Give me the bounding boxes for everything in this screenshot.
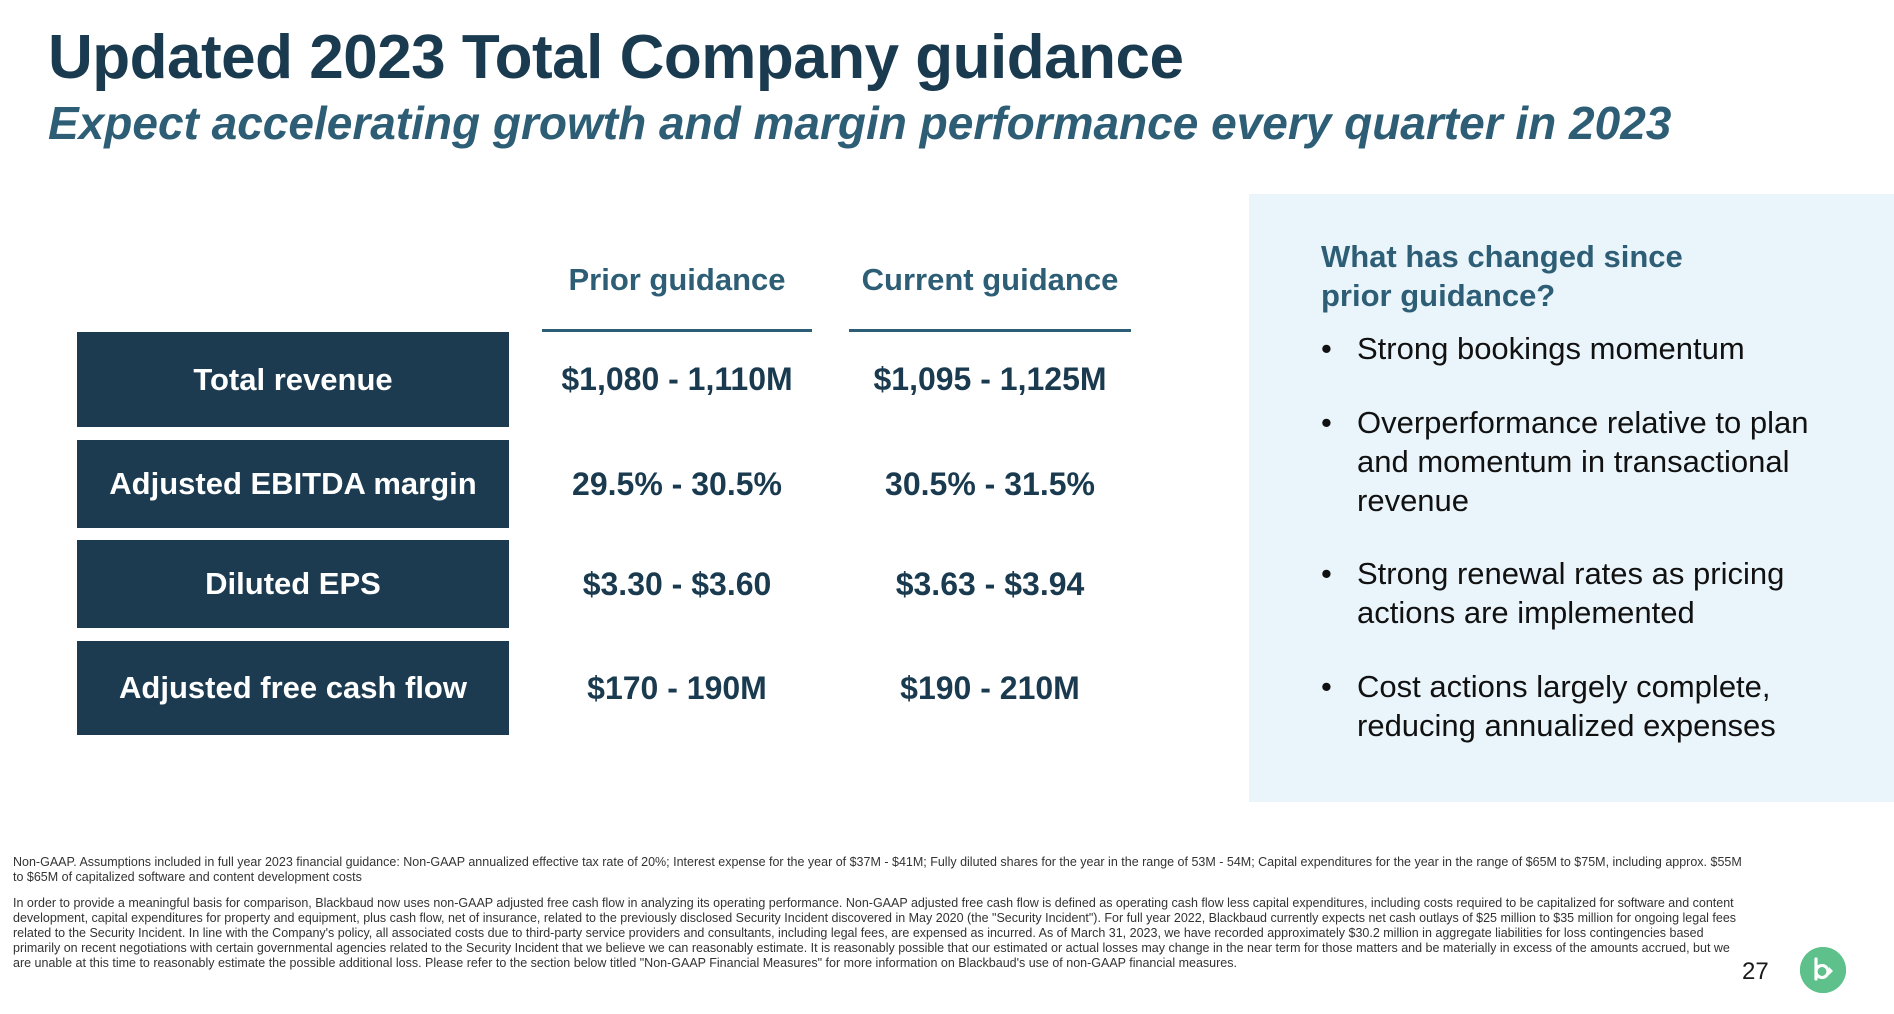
changes-panel: What has changed since prior guidance? •… — [1249, 194, 1894, 802]
cell-current-total-revenue: $1,095 - 1,125M — [873, 361, 1107, 397]
cell-prior-total-revenue: $1,080 - 1,110M — [561, 361, 793, 397]
page-title: Updated 2023 Total Company guidance — [48, 23, 1184, 92]
row-label-total-revenue: Total revenue — [77, 332, 509, 427]
column-header-current: Current guidance — [849, 262, 1131, 332]
bullet-icon: • — [1321, 405, 1332, 440]
change-item-text: Cost actions largely complete, reducing … — [1357, 669, 1776, 743]
cell-current-diluted-eps: $3.63 - $3.94 — [895, 565, 1085, 602]
column-header-prior: Prior guidance — [542, 262, 812, 332]
bullet-icon: • — [1321, 331, 1332, 366]
cell-prior-diluted-eps: $3.30 - $3.60 — [582, 565, 772, 602]
changes-panel-heading: What has changed since prior guidance? — [1321, 239, 1683, 313]
column-header-current-label: Current guidance — [861, 262, 1119, 297]
change-item-text: Overperformance relative to plan and mom… — [1357, 405, 1809, 518]
change-item: • Strong bookings momentum — [1321, 329, 1861, 368]
change-item-text: Strong renewal rates as pricing actions … — [1357, 556, 1785, 630]
changes-list: • Strong bookings momentum • Overperform… — [1321, 329, 1861, 745]
bullet-icon: • — [1321, 669, 1332, 704]
change-item: • Overperformance relative to plan and m… — [1321, 403, 1861, 520]
footnote-assumptions: Non-GAAP. Assumptions included in full y… — [13, 855, 1742, 884]
change-item-text: Strong bookings momentum — [1357, 331, 1745, 366]
column-header-prior-label: Prior guidance — [568, 262, 786, 297]
row-label-adjusted-free-cash-flow: Adjusted free cash flow — [77, 641, 509, 735]
cell-prior-adjusted-ebitda-margin: 29.5% - 30.5% — [572, 465, 782, 502]
cell-prior-adjusted-free-cash-flow: $170 - 190M — [587, 669, 767, 706]
change-item: • Strong renewal rates as pricing action… — [1321, 554, 1861, 632]
bullet-icon: • — [1321, 556, 1332, 591]
column-header-rule — [849, 329, 1131, 332]
change-item: • Cost actions largely complete, reducin… — [1321, 667, 1861, 745]
footnote-free-cash-flow: In order to provide a meaningful basis f… — [13, 896, 1737, 970]
row-label-diluted-eps: Diluted EPS — [77, 540, 509, 628]
column-header-rule — [542, 329, 812, 332]
page-subtitle: Expect accelerating growth and margin pe… — [48, 97, 1672, 149]
blackbaud-logo-icon — [1800, 947, 1846, 993]
row-label-adjusted-ebitda-margin: Adjusted EBITDA margin — [77, 440, 509, 528]
cell-current-adjusted-free-cash-flow: $190 - 210M — [900, 669, 1080, 706]
page-number: 27 — [1742, 958, 1769, 985]
cell-current-adjusted-ebitda-margin: 30.5% - 31.5% — [885, 465, 1095, 502]
